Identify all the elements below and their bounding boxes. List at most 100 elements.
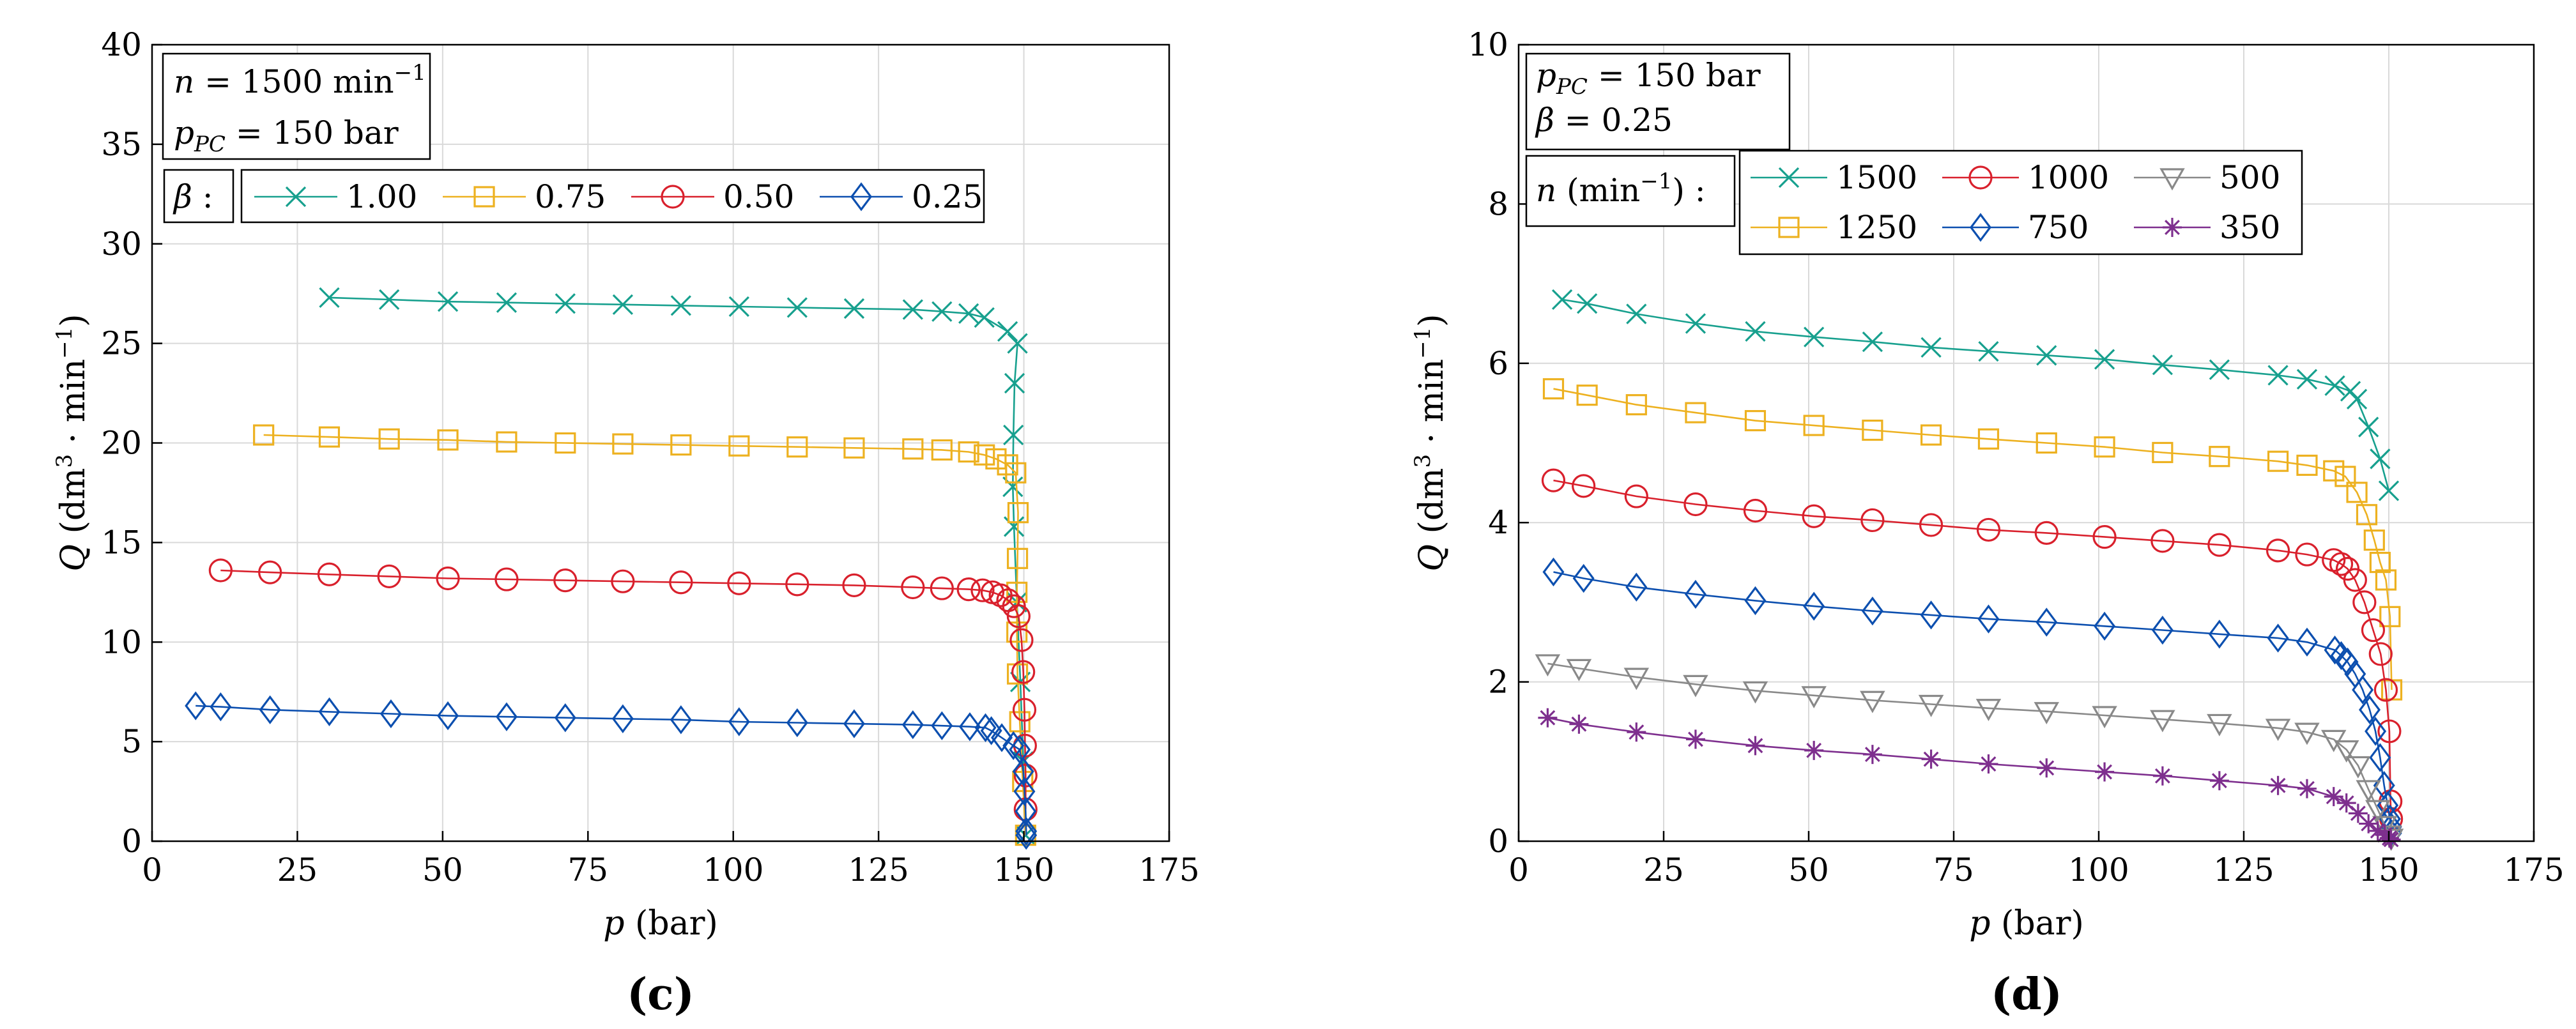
data-point-0.25 [670, 705, 692, 735]
y-tick-label: 15 [101, 524, 142, 561]
series-group-c [185, 287, 1038, 850]
data-point-1000 [2266, 538, 2290, 563]
data-point-350 [2336, 793, 2356, 813]
data-point-0.25 [259, 695, 281, 724]
data-point-350 [1538, 708, 1558, 728]
x-tick-label: 75 [567, 851, 608, 888]
data-point-1250 [1685, 402, 1706, 423]
data-point-0.25 [1013, 777, 1036, 806]
legend-marker-750 [1970, 213, 1991, 242]
data-point-1000 [2361, 618, 2386, 643]
legend-label-1.00: 1.00 [346, 178, 417, 215]
data-point-1250 [1625, 394, 1647, 416]
data-point-750 [1542, 557, 1565, 587]
data-point-1500 [2267, 365, 2288, 386]
legend-marker-1500 [1778, 167, 1800, 188]
info-box-c: n = 1500 min−1 pPC = 150 bar [162, 52, 431, 160]
data-point-1000 [1572, 474, 1596, 498]
legend-marker-350 [2163, 218, 2182, 237]
data-point-1250 [2323, 460, 2345, 482]
data-point-500 [2294, 722, 2320, 745]
legend-label-350: 350 [2220, 209, 2280, 246]
data-point-500 [2356, 780, 2381, 803]
data-point-0.25 [980, 716, 1002, 745]
data-point-0.75 [555, 432, 576, 454]
data-point-350 [2037, 758, 2057, 778]
data-point-0.25 [728, 707, 750, 736]
data-point-750 [2330, 641, 2352, 671]
data-point-0.25 [1015, 816, 1038, 846]
x-tick-label: 50 [422, 851, 463, 888]
svg-text:Q (dm3 · min−1): Q (dm3 · min−1) [1410, 314, 1451, 571]
chart-panel-c: 0 25 50 75 100 125 150 175 0 5 10 15 20 25 30 35 40 p (b… [52, 26, 1200, 1020]
data-point-0.25 [958, 712, 981, 742]
data-point-1500 [2324, 375, 2345, 396]
data-point-350 [2297, 779, 2317, 798]
legend-label-500: 500 [2220, 159, 2280, 196]
data-point-1.00 [612, 294, 634, 315]
data-point-750 [2336, 647, 2359, 677]
data-point-500 [1742, 681, 1768, 704]
data-point-750 [2324, 636, 2346, 665]
data-point-0.75 [612, 433, 634, 455]
y-tick-label: 35 [101, 126, 142, 163]
data-point-750 [1684, 579, 1706, 609]
data-point-1.00 [974, 307, 995, 328]
data-point-350 [2368, 821, 2388, 841]
legend-d: n (min−1) : 1500 1250 1000 750 500 350 [1525, 149, 2303, 255]
y-axis-label-c: Q (dm3 · min−1) [52, 314, 93, 571]
data-point-0.75 [1006, 663, 1029, 685]
x-tick-label: 75 [1933, 851, 1974, 888]
legend-marker-1250 [1778, 217, 1800, 238]
data-point-0.75 [1006, 547, 1029, 569]
data-point-1500 [2370, 448, 2391, 469]
data-point-0.75 [1005, 462, 1027, 484]
series-1500 [1551, 289, 2400, 501]
y-tick-label: 10 [1468, 26, 1508, 63]
data-point-1.00 [319, 287, 340, 309]
data-point-750 [2035, 607, 2058, 637]
data-point-750 [2208, 620, 2230, 649]
data-point-1000 [1976, 517, 2001, 542]
legend-label-0.25: 0.25 [912, 178, 983, 215]
data-point-0.50 [930, 576, 954, 600]
data-point-0.25 [1002, 731, 1025, 761]
data-point-750 [1572, 563, 1595, 593]
series-1000 [1541, 468, 2404, 831]
legend-item-350: 350 [2134, 209, 2280, 246]
data-point-0.75 [902, 438, 924, 460]
data-point-0.50 [317, 562, 342, 586]
series-line-0.25 [195, 705, 1027, 835]
data-point-0.25 [210, 692, 232, 722]
data-point-0.25 [901, 710, 924, 740]
data-point-1.00 [555, 293, 576, 314]
series-line-0.75 [263, 434, 1027, 835]
data-point-350 [1979, 754, 1998, 774]
data-point-1250 [1862, 419, 1883, 441]
data-point-350 [2209, 771, 2229, 791]
data-point-1000 [1919, 513, 1943, 537]
y-tick-label: 30 [101, 225, 142, 263]
series-1250 [1542, 378, 2403, 701]
legend-marker-0.50 [661, 185, 685, 209]
data-point-0.25 [318, 697, 341, 727]
data-point-0.25 [1012, 757, 1034, 786]
data-point-1250 [2152, 441, 2174, 464]
legend-label-1250: 1250 [1836, 209, 1917, 246]
data-point-1.00 [902, 299, 923, 320]
data-point-1500 [1626, 303, 1647, 324]
data-point-1250 [1542, 378, 1565, 400]
legend-marker-500 [2159, 168, 2185, 191]
data-point-500 [1860, 690, 1885, 713]
x-tick-label: 175 [2503, 851, 2564, 888]
legend-title-box-d [1525, 155, 1736, 227]
data-point-500 [2265, 719, 2291, 742]
x-tick-label: 25 [277, 851, 318, 888]
data-point-1250 [2209, 446, 2230, 468]
series-0.50 [208, 558, 1038, 821]
data-point-0.50 [1012, 697, 1037, 722]
data-point-500 [1801, 686, 1827, 709]
data-point-0.50 [208, 558, 233, 583]
data-point-0.25 [495, 702, 518, 731]
data-point-0.25 [437, 701, 459, 731]
